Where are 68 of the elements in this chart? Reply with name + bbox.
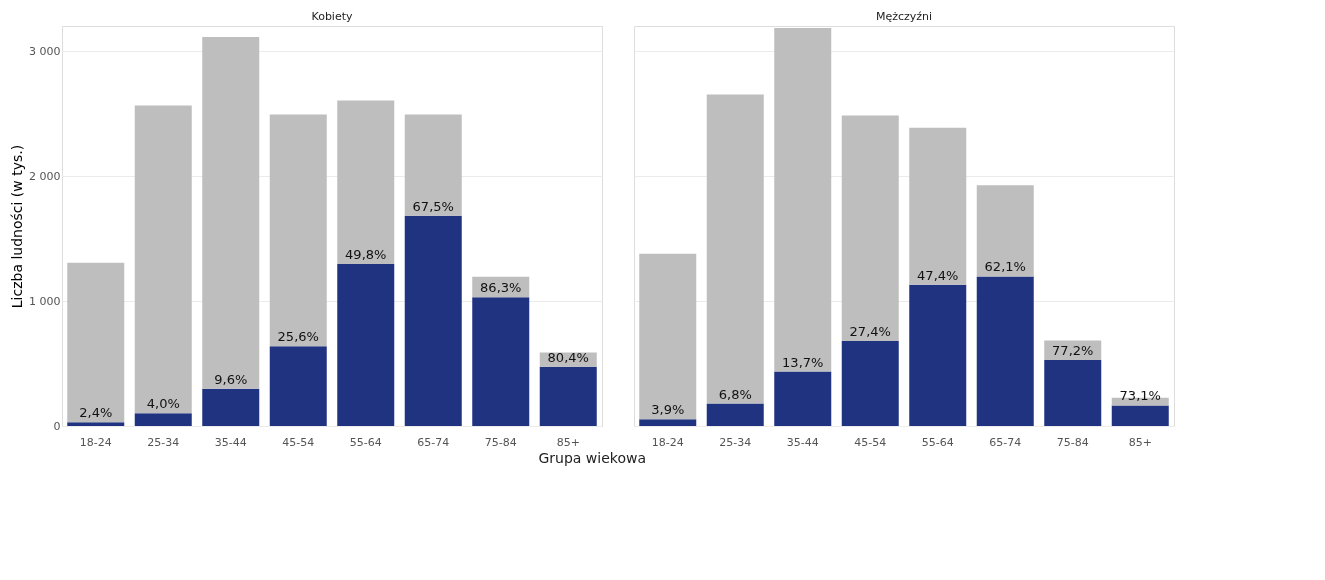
y-tick-label: 1 000 [29,294,61,308]
x-tick-label: 45-54 [854,435,887,449]
bar [706,403,764,426]
annotation: 2,4% [79,405,113,421]
bar [269,346,327,426]
bar [639,253,697,420]
x-tick-label: 55-64 [349,435,382,449]
annotation: 62,1% [984,259,1026,275]
annotation: 86,3% [480,280,522,296]
bar [67,262,125,423]
x-tick-label: 25-34 [719,435,752,449]
x-axis-title: Grupa wiekowa [538,449,647,466]
chart-title: Kobiety [311,10,353,23]
bar [841,340,899,426]
bar [976,185,1034,277]
x-tick-label: 65-74 [417,435,450,449]
bar [639,419,697,426]
x-tick-label: 55-64 [921,435,954,449]
x-tick-label: 35-44 [786,435,819,449]
bar [472,297,530,426]
annotation: 27,4% [849,323,891,339]
bar [134,105,192,414]
bar [337,263,395,426]
bar [774,371,832,426]
chart-title: Mężczyźni [875,10,933,23]
annotation: 6,8% [718,386,752,402]
x-tick-label: 75-84 [484,435,517,449]
bar [909,284,967,426]
bar [1111,405,1169,426]
x-tick-label: 18-24 [79,435,112,449]
annotation: 47,4% [917,267,959,283]
annotation: 25,6% [277,329,319,345]
x-tick-label: 85+ [556,435,580,449]
x-tick-label: 25-34 [147,435,180,449]
bar [539,366,597,426]
annotation: 9,6% [214,371,248,387]
x-tick-label: 65-74 [989,435,1022,449]
bar [337,100,395,264]
bar [774,27,832,372]
x-tick-label: 85+ [1128,435,1152,449]
bar [202,36,260,389]
y-tick-label: 2 000 [29,169,61,183]
x-tick-label: 75-84 [1056,435,1089,449]
y-tick-label: 3 000 [29,44,61,58]
annotation: 80,4% [547,349,589,365]
annotation: 13,7% [782,354,824,370]
annotation: 67,5% [412,198,454,214]
x-tick-label: 45-54 [282,435,315,449]
bar [909,127,967,285]
annotation: 73,1% [1119,388,1161,404]
annotation: 49,8% [345,246,387,262]
y-tick-label: 0 [53,419,61,433]
annotation: 4,0% [146,396,180,412]
bar [134,413,192,426]
bar [269,114,327,347]
bar [976,276,1034,426]
bar [67,422,125,426]
annotation: 77,2% [1052,342,1094,358]
y-axis-title: Liczba ludności (w tys.) [9,144,26,309]
x-tick-label: 18-24 [651,435,684,449]
bar [404,114,462,216]
bar [841,115,899,341]
annotation: 3,9% [651,402,685,418]
x-tick-label: 35-44 [214,435,247,449]
bar [1044,359,1102,426]
bar [404,215,462,426]
bar [202,388,260,426]
bar [706,94,764,404]
